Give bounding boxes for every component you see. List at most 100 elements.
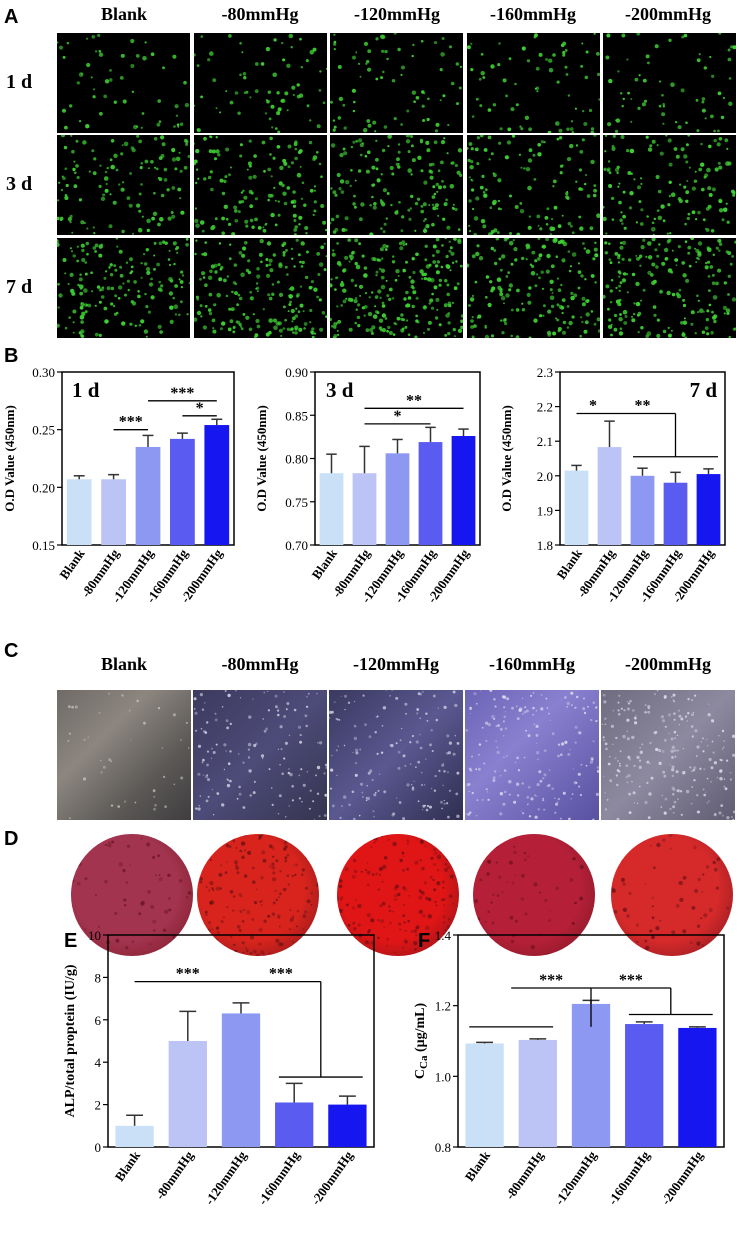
chart-od-1d: 0.150.200.250.30Blank-80mmHg-120mmHg-160… [2,365,235,606]
bar [204,425,230,545]
light-micrograph [465,690,599,820]
y-tick-label: 0.70 [285,538,308,553]
y-axis-label: O.D Value (450nm) [2,405,17,512]
error-bar [604,420,615,448]
chart-calcium-content: 0.8 1.0 1.2 1.4 Blank -80mmHg -120mmHg -160mmHg… [413,928,725,1208]
cell-nuclei [467,33,600,133]
cell-nuclei [605,33,736,133]
x-tick-label: -160mmHg [605,1148,653,1208]
significance-label: *** [170,385,194,402]
x-tick-label: -200mmHg [308,1148,356,1208]
cell-texture [329,690,460,820]
panel-a-label: A [4,6,19,28]
bar [418,442,443,545]
significance-bracket [591,987,713,1016]
error-bar [637,467,648,476]
bar [275,1102,314,1147]
panel-c-light-microscopy: Blank -80mmHg -120mmHg -160mmHg -200mmHg [0,640,740,820]
significance-label: * [589,398,597,415]
y-tick-label: 2.2 [537,400,553,415]
error-bar [285,1082,303,1103]
cell-nuclei [194,135,327,235]
panel-d-label: D [4,828,19,850]
y-tick-label: 0.25 [32,423,55,438]
bar [630,475,655,545]
x-tick-label: -120mmHg [552,1148,600,1208]
error-bar [108,473,120,480]
bar [385,453,410,545]
error-bar [425,426,436,443]
cell-texture [67,692,190,819]
bar [66,479,92,545]
significance-label: *** [539,972,563,989]
x-tick-label: -80mmHg [502,1148,546,1203]
error-bar [529,1038,547,1040]
x-tick-label: -200mmHg [658,1148,706,1208]
bar [597,447,622,545]
cell-nuclei [467,135,600,235]
y-tick-label: 4 [95,1055,102,1070]
error-bar [476,1041,494,1044]
x-tick-label: Blank [56,545,88,581]
chart-title: 7 d [690,378,718,402]
y-tick-label: 2.1 [537,434,553,449]
column-header: -80mmHg [221,654,299,674]
error-bar [326,453,337,474]
x-tick-label: Blank [309,545,341,581]
fluorescence-micrograph [57,135,190,235]
significance-label: *** [119,414,143,431]
error-bar [232,1002,250,1014]
chart-od-3d: 0.700.750.800.850.90Blank-80mmHg-120mmHg… [254,365,481,606]
y-tick-label: 0.75 [285,495,308,510]
cell-nuclei [467,238,600,338]
cell-nuclei [57,135,190,235]
x-tick-label: -160mmHg [255,1148,303,1208]
y-tick-label: 8 [95,970,102,985]
y-tick-label: 1.4 [435,928,452,943]
bar [328,1104,367,1147]
bar [465,1043,504,1147]
mineral-nodules [473,834,593,956]
fluorescence-micrograph [330,135,463,235]
significance-bracket [609,412,719,458]
bar [678,1027,717,1147]
fluorescence-micrograph [194,238,327,338]
panel-f-label: F [418,930,431,952]
x-tick-label: -80mmHg [152,1148,196,1203]
significance-label: *** [176,966,200,983]
fluorescence-micrograph [194,135,327,235]
error-bar [392,438,403,454]
error-bar [635,1021,653,1025]
panel-a-fluorescence-grid: Blank -80mmHg -120mmHg -160mmHg -200mmHg 1 d 3… [0,0,740,340]
y-tick-label: 1.2 [435,999,451,1014]
fluorescence-micrograph [467,238,600,338]
y-tick-label: 0.8 [435,1140,451,1155]
error-bar [338,1095,356,1105]
row-header: 1 d [6,71,33,93]
chart-title: 1 d [72,378,100,402]
light-micrograph [57,690,191,820]
column-header: -80mmHg [221,4,299,24]
bar [696,474,721,545]
y-tick-label: 0.90 [285,365,308,380]
bar [625,1024,664,1147]
y-tick-label: 10 [88,928,101,943]
mineral-nodules [611,834,730,951]
cell-nuclei [57,33,190,130]
y-tick-label: 1.8 [537,538,553,553]
cell-texture [465,690,599,820]
bar [115,1125,154,1147]
y-axis-label: O.D Value (450nm) [254,405,269,512]
error-bar [211,418,223,426]
error-bar [688,1026,706,1028]
fluorescence-micrograph [194,33,327,133]
column-header: -120mmHg [353,654,439,674]
cell-texture [193,690,327,820]
column-header: -160mmHg [489,654,575,674]
panel-e-label: E [64,930,78,952]
significance-label: * [196,400,204,417]
x-tick-label: -120mmHg [202,1148,250,1208]
column-header: Blank [100,654,148,674]
fluorescence-micrograph [330,33,463,133]
x-tick-label: Blank [112,1147,144,1183]
